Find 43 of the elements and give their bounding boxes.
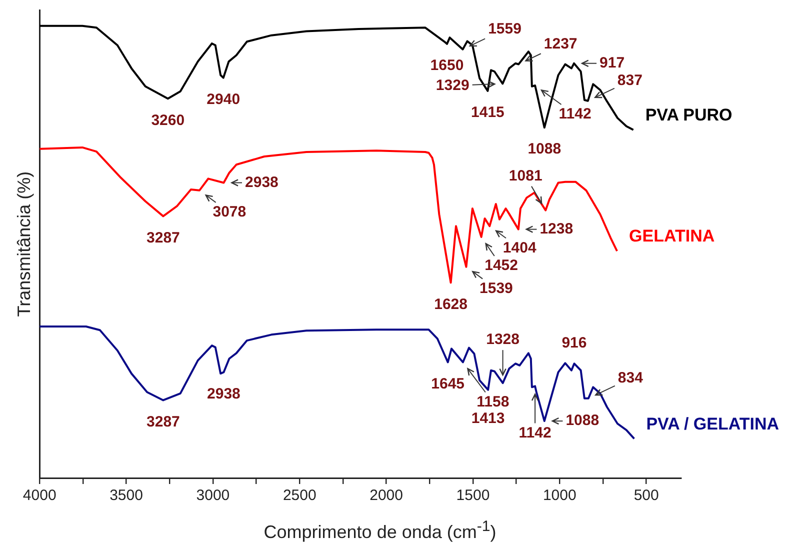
annotation: 2938 [207, 385, 240, 402]
annotation: 1452 [484, 257, 518, 274]
x-tick-label: 3500 [110, 487, 143, 504]
annotation: 1238 [540, 220, 574, 238]
annotation: 837 [617, 72, 642, 90]
annotation: 1559 [488, 20, 522, 38]
x-tick-label: 4000 [22, 487, 56, 504]
annotation: 2938 [245, 174, 278, 191]
x-tick-label: 1000 [542, 487, 576, 504]
annotation: 1088 [528, 140, 562, 158]
annotation: 2940 [206, 90, 240, 108]
annotation: 3260 [151, 112, 185, 129]
annotation: 1158 [476, 393, 510, 410]
annotation: 1628 [434, 296, 468, 313]
annotation: 834 [618, 370, 644, 387]
series-label: GELATINA [629, 226, 715, 246]
x-axis-title: Comprimento de onda (cm$^{-1}$) [262, 518, 498, 543]
x-tick-label: 3000 [196, 487, 230, 504]
annotation: 3078 [212, 204, 246, 221]
y-axis-title: Transmitância (%) [14, 171, 34, 317]
annotation: 1645 [431, 375, 465, 392]
annotation: 1404 [502, 239, 537, 256]
annotation: 1413 [471, 410, 505, 427]
annotation: 1329 [436, 76, 470, 94]
x-tick-label: 1500 [456, 487, 490, 504]
annotation: 1650 [430, 57, 464, 74]
annotation: 1539 [480, 280, 513, 297]
x-tick-label: 500 [634, 487, 659, 504]
annotation: 1142 [518, 424, 552, 442]
annotation: 1415 [471, 104, 504, 122]
series-label: PVA PURO [645, 106, 732, 125]
series-label: PVA / GELATINA [646, 414, 780, 434]
annotation: 3287 [146, 229, 180, 246]
annotation: 916 [562, 334, 587, 352]
x-tick-label: 2500 [282, 487, 316, 504]
annotation: 1081 [508, 167, 542, 184]
annotation: 1328 [486, 331, 520, 348]
x-tick-label: 2000 [370, 487, 403, 504]
annotation: 3287 [146, 413, 180, 430]
annotation: 1088 [566, 412, 600, 430]
annotation: 1142 [558, 106, 592, 123]
annotation: 1237 [544, 35, 578, 52]
annotation: 917 [600, 54, 625, 72]
